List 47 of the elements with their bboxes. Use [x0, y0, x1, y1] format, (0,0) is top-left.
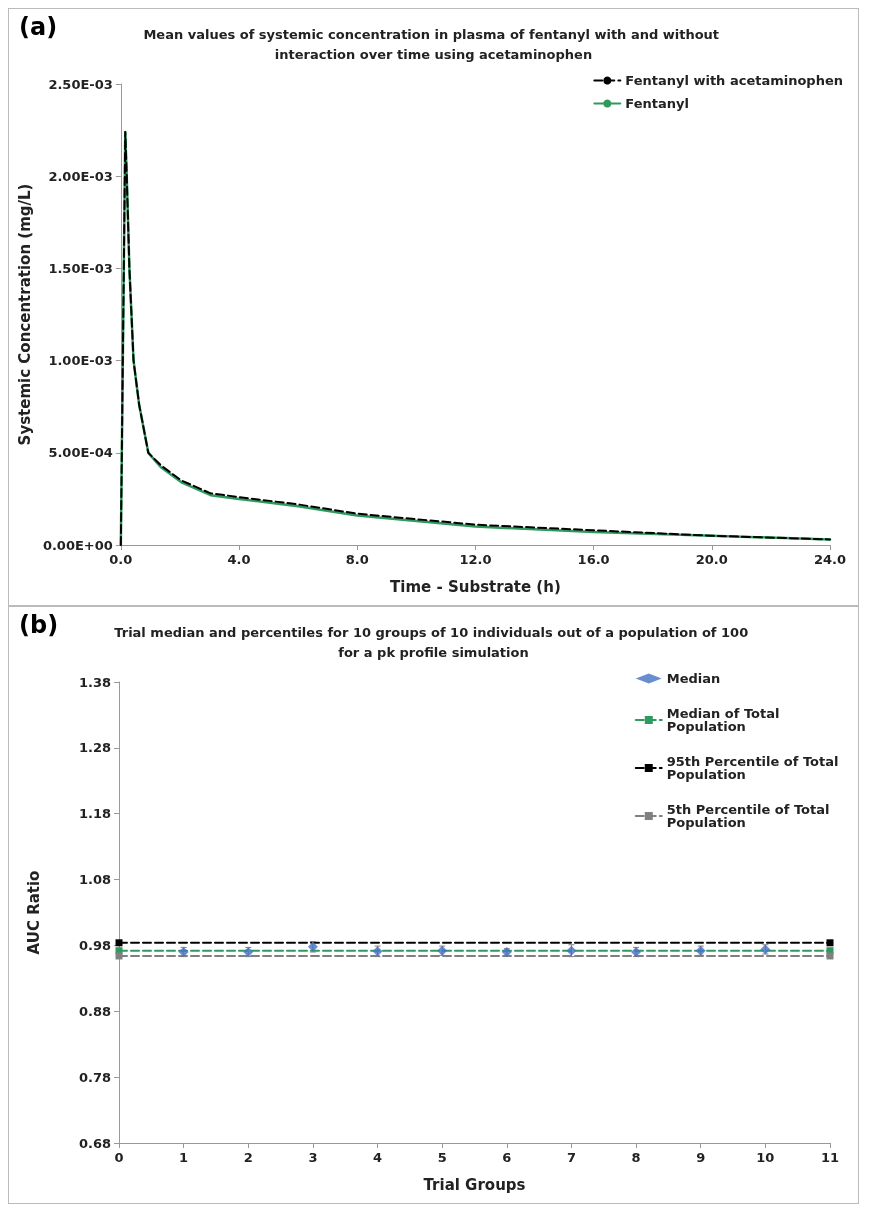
- y-tick-label: 2.50E-03: [48, 76, 113, 92]
- x-tick-label: 1: [179, 1150, 189, 1165]
- legend-label: Fentanyl with acetaminophen: [625, 73, 843, 88]
- text: (b): [19, 611, 59, 639]
- x-tick-label: 5: [437, 1150, 447, 1165]
- x-tick-label: 2: [243, 1150, 253, 1165]
- y-tick-label: 1.18: [78, 806, 111, 822]
- x-tick-label: 24.0: [813, 552, 847, 567]
- x-tick-label: 8: [631, 1150, 641, 1165]
- legend-label: 5th Percentile of Total Population: [666, 802, 834, 830]
- legend-label: 95th Percentile of Total Population: [666, 754, 844, 782]
- x-tick-label: 6: [502, 1150, 512, 1165]
- x-tick-label: 9: [696, 1150, 706, 1165]
- legend-label: Median of Total Population: [666, 706, 784, 734]
- y-tick-label: 1.50E-03: [48, 260, 113, 276]
- y-tick-label: 0.98: [78, 937, 111, 953]
- x-tick-label: 4.0: [227, 552, 251, 567]
- x-tick-label: 8.0: [345, 552, 369, 567]
- x-tick-label: 0.0: [109, 552, 133, 567]
- y-tick-label: 5.00E-04: [48, 445, 113, 461]
- x-axis-title: Time - Substrate (h): [390, 577, 561, 596]
- x-axis-title: Trial Groups: [423, 1175, 526, 1194]
- x-tick-label: 7: [566, 1150, 576, 1165]
- legend-label: Median: [666, 671, 721, 686]
- legend-label: Fentanyl: [625, 96, 689, 111]
- x-tick-label: 16.0: [577, 552, 610, 567]
- y-tick-label: 0.00E+00: [42, 537, 113, 553]
- y-tick-label: 1.38: [78, 674, 111, 690]
- chart-title: Mean values of systemic concentration in plasma of fentanyl with and without interaction over time using acetaminophen: [143, 26, 724, 62]
- x-tick-label: 11: [820, 1150, 840, 1165]
- chart-title: Trial median and percentiles for 10 groups of 10 individuals out of a population of 100 for a pk profile simulation: [114, 624, 753, 660]
- y-tick-label: 1.00E-03: [48, 353, 113, 369]
- y-tick-label: 0.78: [78, 1069, 111, 1085]
- y-axis-title: AUC Ratio: [24, 870, 43, 955]
- x-tick-label: 20.0: [695, 552, 728, 567]
- x-tick-label: 12.0: [459, 552, 492, 567]
- y-tick-label: 0.68: [78, 1135, 111, 1151]
- y-tick-label: 1.28: [78, 740, 111, 756]
- y-axis-title: Systemic Concentration (mg/L): [15, 183, 34, 446]
- y-tick-label: 1.08: [78, 872, 111, 888]
- y-tick-label: 2.00E-03: [48, 168, 113, 184]
- x-tick-label: 4: [373, 1150, 383, 1165]
- x-tick-label: 0: [114, 1150, 124, 1165]
- x-tick-label: 10: [756, 1150, 775, 1165]
- text: (a): [19, 13, 58, 41]
- y-tick-label: 0.88: [78, 1003, 111, 1019]
- x-tick-label: 3: [308, 1150, 318, 1165]
